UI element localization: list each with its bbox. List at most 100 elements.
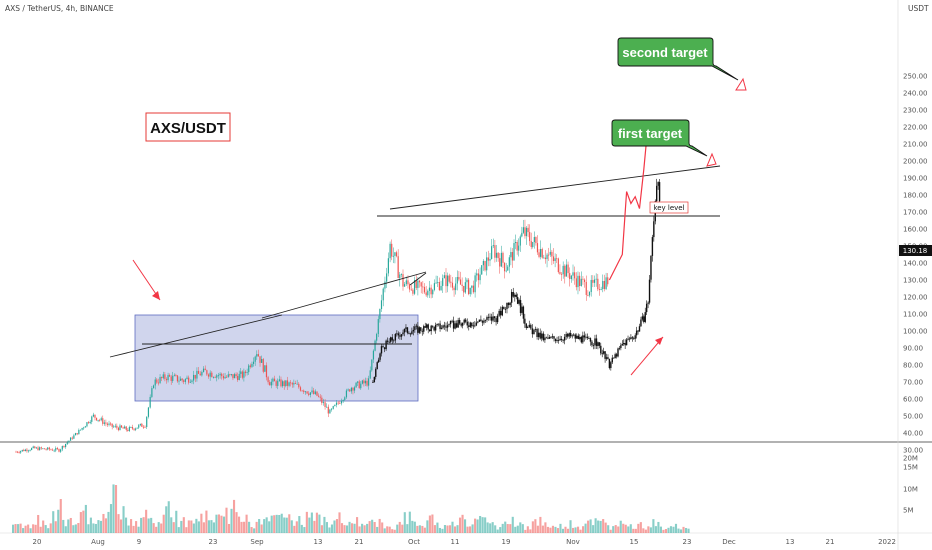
candle-body xyxy=(402,274,404,287)
volume-bar xyxy=(175,510,178,533)
candle-body xyxy=(280,379,282,387)
volume-bar xyxy=(451,521,454,533)
candle-body xyxy=(191,380,193,382)
volume-bar xyxy=(546,526,549,533)
volume-bar xyxy=(142,517,145,533)
candle-body xyxy=(432,289,434,295)
volume-bar xyxy=(652,519,655,533)
volume-bar xyxy=(200,513,203,533)
shadow-candle-body xyxy=(379,353,381,360)
candle-body xyxy=(122,427,124,429)
candle-body xyxy=(507,266,509,271)
volume-bar xyxy=(541,525,544,533)
candle-body xyxy=(125,426,127,430)
shadow-candle-body xyxy=(518,300,520,304)
shadow-candle-body xyxy=(445,326,447,328)
candle-body xyxy=(167,375,169,381)
shadow-candle-body xyxy=(534,329,537,330)
volume-bar xyxy=(353,523,356,533)
volume-bar xyxy=(150,517,153,533)
volume-bar xyxy=(644,529,647,533)
volume-bar xyxy=(426,520,429,533)
volume-bar xyxy=(293,525,296,533)
candle-body xyxy=(265,365,268,378)
volume-bar xyxy=(554,526,557,533)
shadow-candle-body xyxy=(637,330,639,332)
volume-bar xyxy=(569,520,572,533)
shadow-candle-body xyxy=(455,323,458,328)
volume-bar xyxy=(125,517,128,533)
candle-body xyxy=(63,446,65,448)
volume-bar xyxy=(401,524,404,533)
candle-body xyxy=(551,251,553,257)
volume-bar xyxy=(627,526,630,533)
shadow-candle-body xyxy=(386,340,389,342)
volume-bar xyxy=(639,522,642,533)
candle-body xyxy=(55,448,57,451)
candle-body xyxy=(476,273,478,276)
candle-body xyxy=(511,252,514,261)
shadow-candle-body xyxy=(412,329,415,332)
volume-bar xyxy=(682,526,685,533)
candle-body xyxy=(521,232,523,237)
candle-body xyxy=(344,397,346,400)
candle-body xyxy=(532,242,534,248)
price-axis: 250.00 240.00 230.00 220.00 210.00 200.00 190.… xyxy=(903,73,928,455)
shadow-candle-body xyxy=(420,327,422,331)
candle-body xyxy=(334,404,336,407)
volume-bar xyxy=(634,528,637,533)
volume-bar xyxy=(59,499,62,533)
volume-bar xyxy=(89,517,92,533)
shadow-candle-body xyxy=(613,357,615,359)
candle-body xyxy=(157,382,160,384)
volume-bar xyxy=(119,519,123,533)
shadow-candle-body xyxy=(400,334,403,337)
shadow-candle-body xyxy=(563,336,566,341)
volume-bar xyxy=(94,523,97,533)
shadow-candle-body xyxy=(382,346,384,348)
shadow-candle-body xyxy=(547,337,549,339)
candle-body xyxy=(508,257,510,267)
time-tick-label: Aug xyxy=(91,538,105,546)
volume-bar xyxy=(310,512,313,533)
volume-bar xyxy=(381,522,384,533)
shadow-candle-body xyxy=(594,338,596,346)
volume-bar xyxy=(456,525,459,533)
volume-bar xyxy=(496,529,499,533)
shadow-candle-body xyxy=(383,347,386,350)
volume-bar xyxy=(318,514,321,533)
candle-body xyxy=(382,288,384,301)
candle-body xyxy=(471,285,473,288)
shadow-candle-body xyxy=(521,306,523,313)
volume-bar xyxy=(238,516,241,533)
candle-body xyxy=(349,389,351,392)
shadow-candle-body xyxy=(589,338,592,342)
volume-bar xyxy=(99,520,102,533)
shadow-candle-body xyxy=(433,326,435,331)
volume-bar xyxy=(471,524,474,533)
volume-bar xyxy=(589,519,592,533)
volume-bar xyxy=(180,520,183,533)
volume-bar xyxy=(612,526,615,533)
candle-body xyxy=(415,280,417,288)
candle-body xyxy=(397,256,399,279)
volume-tick-label: 15M xyxy=(903,464,918,472)
volume-bar xyxy=(265,517,268,533)
candle-body xyxy=(582,278,584,280)
candle-body xyxy=(288,382,290,386)
volume-bar xyxy=(333,520,336,533)
shadow-candle-body xyxy=(469,322,471,327)
volume-bar xyxy=(413,521,416,533)
price-tick-label: 210.00 xyxy=(903,141,928,149)
shadow-candle-body xyxy=(550,336,552,338)
candle-body xyxy=(519,236,521,246)
volume-bar xyxy=(539,516,542,533)
volume-bar xyxy=(443,525,447,533)
candle-body xyxy=(513,243,515,261)
shadow-candle-body xyxy=(394,334,397,341)
candle-body xyxy=(282,381,284,387)
candle-body xyxy=(69,437,72,441)
volume-bar xyxy=(54,521,57,533)
volume-bar xyxy=(165,506,168,533)
shadow-candle-body xyxy=(380,346,383,354)
